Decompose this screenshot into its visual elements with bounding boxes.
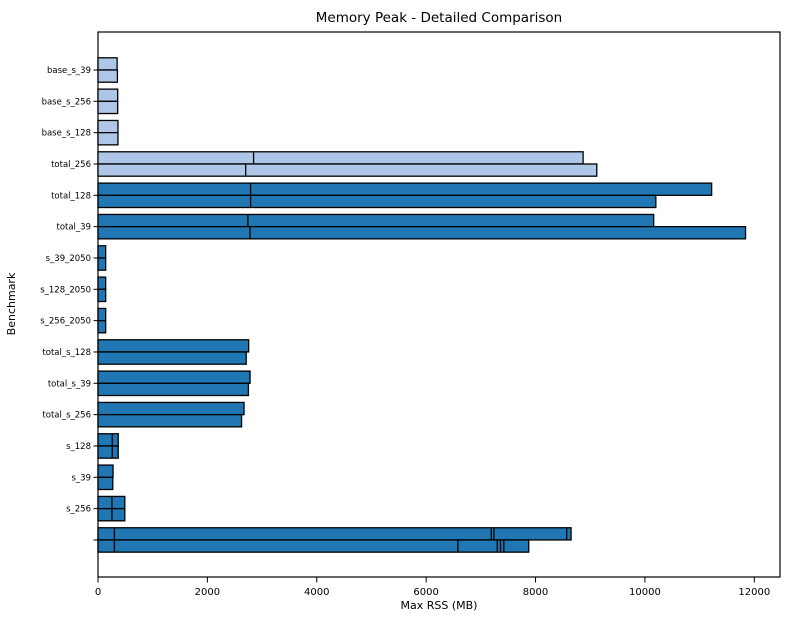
x-tick-label: 10000	[629, 587, 661, 598]
bar-total_39	[97, 225, 747, 240]
bar-s_39_2050	[97, 245, 107, 259]
bar-total_128	[97, 182, 713, 196]
plot-area: 0 2000 4000 6000 8000 10000 12000 base_s_39base…	[40, 57, 770, 598]
plot-border	[97, 31, 781, 578]
y-tick-label: base_s_256	[42, 97, 91, 107]
bar-total_s_39	[97, 382, 250, 397]
bar-total_s_39	[97, 370, 251, 384]
y-tick-label: s_256_2050	[40, 317, 91, 327]
y-tick-label: s_39_2050	[46, 254, 91, 264]
bar-base_s_256	[97, 100, 119, 115]
bar-s_128_2050	[97, 276, 107, 290]
x-tick-label: 6000	[413, 587, 438, 598]
bar-s_39_2050	[97, 257, 107, 271]
bar-unlabeled	[97, 527, 572, 541]
y-tick-label: total_256	[51, 160, 91, 170]
bar-total_128	[97, 194, 657, 209]
y-tick-label: s_128	[66, 442, 91, 452]
y-tick-label: total_128	[51, 191, 91, 201]
y-tick-label: s_128_2050	[40, 285, 91, 295]
y-tick-label: total_s_256	[42, 411, 91, 421]
bar-s_39	[97, 464, 114, 478]
bar-total_s_128	[97, 339, 250, 353]
bar-base_s_39	[97, 57, 118, 71]
bar-s_256_2050	[97, 307, 107, 322]
x-tick-label: 2000	[195, 587, 220, 598]
bar-total_s_128	[97, 351, 247, 365]
bar-unlabeled	[97, 539, 530, 553]
y-tick-label: total_s_39	[48, 379, 91, 389]
bar-s_128	[97, 445, 119, 459]
bar-s_128_2050	[97, 288, 107, 303]
bar-total_256	[97, 163, 598, 177]
bar-total_s_256	[97, 413, 243, 428]
x-tick-label: 4000	[304, 587, 329, 598]
chart-title: Memory Peak - Detailed Comparison	[316, 10, 562, 26]
x-tick-label: 12000	[738, 587, 770, 598]
bar-s_39	[97, 476, 114, 491]
y-tick-label: total_39	[56, 223, 91, 233]
y-tick-label: total_s_128	[42, 348, 91, 358]
bar-s_128	[97, 433, 119, 447]
bar-base_s_256	[97, 88, 119, 102]
y-tick-label: base_s_39	[47, 66, 91, 76]
y-tick-label: base_s_128	[42, 129, 91, 139]
x-tick-label: 0	[95, 587, 101, 598]
bar-s_256_2050	[97, 319, 107, 334]
bar-total_39	[97, 213, 655, 228]
x-tick-label: 8000	[523, 587, 548, 598]
x-axis-label: Max RSS (MB)	[401, 599, 478, 612]
bar-total_256	[97, 151, 584, 165]
y-tick-label: s_256	[66, 505, 91, 515]
y-tick-label: s_39	[72, 473, 92, 483]
y-axis-label: Benchmark	[5, 272, 18, 335]
bar-base_s_128	[97, 119, 119, 134]
bar-base_s_39	[97, 69, 119, 83]
bar-total_s_256	[97, 401, 245, 416]
bar-base_s_128	[97, 132, 119, 146]
